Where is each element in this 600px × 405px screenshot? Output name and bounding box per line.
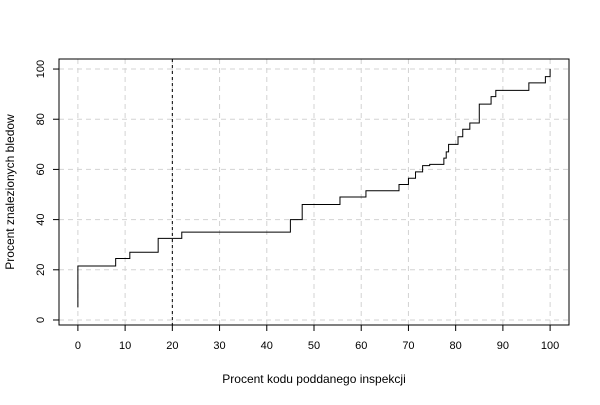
x-tick-label: 80	[450, 340, 462, 352]
x-tick-label: 0	[75, 340, 81, 352]
y-tick-label: 80	[35, 113, 47, 125]
grid	[59, 59, 569, 325]
y-tick-label: 60	[35, 163, 47, 175]
axes: 0 10 20 30 40 50 60 70 80 90 100 0 20 40 60 80 100	[35, 60, 559, 352]
x-tick-label: 60	[355, 340, 367, 352]
x-axis-label: Procent kodu poddanego inspekcji	[222, 372, 405, 386]
x-tick-label: 70	[402, 340, 414, 352]
x-tick-label: 50	[308, 340, 320, 352]
x-tick-label: 100	[541, 340, 559, 352]
y-tick-label: 0	[35, 317, 47, 323]
x-tick-label: 20	[166, 340, 178, 352]
y-tick-label: 40	[35, 213, 47, 225]
x-tick-label: 30	[213, 340, 225, 352]
y-axis-label: Procent znalezionych bledow	[3, 114, 17, 270]
series-group	[77, 69, 551, 308]
y-tick-label: 100	[35, 60, 47, 78]
y-tick-label: 20	[35, 264, 47, 276]
x-tick-label: 10	[119, 340, 131, 352]
x-tick-label: 40	[261, 340, 273, 352]
series-line	[77, 69, 551, 308]
x-tick-label: 90	[497, 340, 509, 352]
